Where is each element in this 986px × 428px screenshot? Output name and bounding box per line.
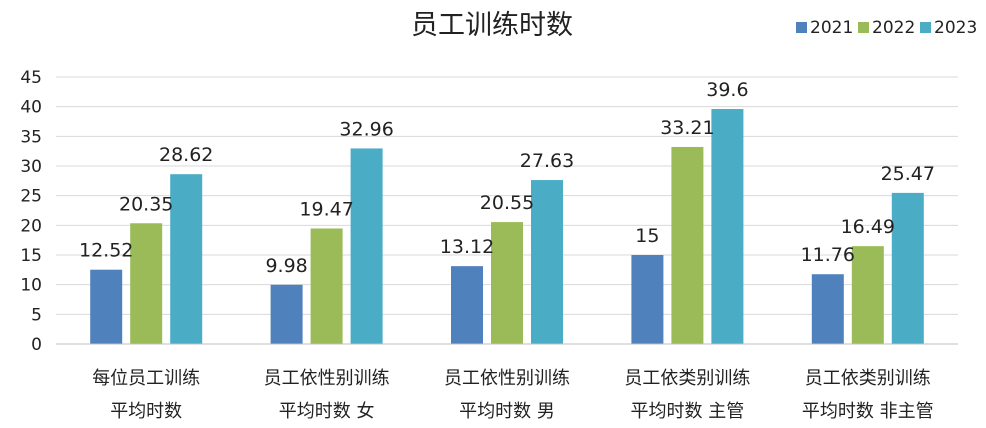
x-tick-label: 每位员工训练 bbox=[92, 368, 200, 389]
bar-2023 bbox=[350, 148, 383, 344]
legend-label: 2021 bbox=[810, 18, 853, 38]
legend-label: 2022 bbox=[872, 18, 915, 38]
y-tick-label: 35 bbox=[20, 127, 42, 147]
legend-label: 2023 bbox=[934, 18, 977, 38]
data-labels: 12.52 20.35 28.62 9.98 19.47 32.96 13.12 20.55 2… bbox=[79, 79, 935, 277]
bar-2022 bbox=[310, 228, 343, 344]
bar-2023 bbox=[531, 180, 563, 344]
bar-2023 bbox=[170, 174, 203, 344]
bar-2023 bbox=[891, 192, 924, 344]
x-tick-label: 员工依类别训练 bbox=[805, 368, 931, 389]
bar-2022 bbox=[130, 223, 163, 344]
bar-2021 bbox=[631, 255, 664, 344]
data-label: 25.47 bbox=[881, 163, 935, 185]
x-tick-label: 平均时数 女 bbox=[279, 401, 375, 422]
data-label: 27.63 bbox=[520, 150, 574, 172]
data-label: 12.52 bbox=[79, 240, 133, 262]
legend-swatch-2022 bbox=[858, 22, 869, 33]
x-tick-label: 平均时数 主管 bbox=[631, 401, 745, 422]
y-tick-label: 0 bbox=[31, 335, 42, 355]
data-label: 32.96 bbox=[339, 118, 393, 140]
y-axis: 0 5 10 15 20 25 30 35 40 45 bbox=[20, 68, 42, 355]
y-tick-label: 20 bbox=[20, 216, 42, 236]
x-tick-label: 平均时数 非主管 bbox=[802, 401, 934, 422]
y-tick-label: 25 bbox=[20, 187, 42, 207]
data-label: 33.21 bbox=[660, 117, 714, 139]
y-tick-label: 30 bbox=[20, 157, 42, 177]
bar-2022 bbox=[851, 246, 884, 344]
bar-2022 bbox=[491, 222, 523, 344]
data-label: 16.49 bbox=[841, 216, 895, 238]
x-tick-label: 员工依类别训练 bbox=[624, 368, 750, 389]
data-label: 9.98 bbox=[265, 255, 307, 277]
bar-2021 bbox=[811, 274, 844, 344]
bar-2021 bbox=[270, 284, 303, 344]
data-label: 19.47 bbox=[299, 198, 353, 220]
x-tick-label: 员工依性别训练 bbox=[444, 368, 570, 389]
data-label: 11.76 bbox=[801, 244, 855, 266]
x-tick-label: 平均时数 bbox=[110, 401, 182, 422]
y-tick-label: 5 bbox=[31, 305, 42, 325]
y-tick-label: 40 bbox=[20, 98, 42, 118]
bar-2021 bbox=[90, 269, 123, 344]
data-label: 15 bbox=[635, 225, 659, 247]
bar-2022 bbox=[671, 146, 704, 344]
legend: 2021 2022 2023 bbox=[796, 18, 977, 38]
legend-swatch-2023 bbox=[920, 22, 931, 33]
x-tick-label: 员工依性别训练 bbox=[264, 368, 390, 389]
data-label: 13.12 bbox=[440, 236, 494, 258]
y-tick-label: 10 bbox=[20, 276, 42, 296]
legend-swatch-2021 bbox=[796, 22, 807, 33]
bar-2023 bbox=[711, 109, 744, 344]
bars bbox=[90, 109, 924, 344]
data-label: 20.55 bbox=[480, 192, 534, 214]
y-tick-label: 15 bbox=[20, 246, 42, 266]
chart-title: 员工训练时数 bbox=[411, 10, 573, 41]
data-label: 28.62 bbox=[159, 144, 213, 166]
data-label: 39.6 bbox=[706, 79, 748, 101]
bar-2021 bbox=[451, 266, 483, 344]
x-tick-label: 平均时数 男 bbox=[459, 401, 555, 422]
data-label: 20.35 bbox=[119, 193, 173, 215]
y-tick-label: 45 bbox=[20, 68, 42, 88]
